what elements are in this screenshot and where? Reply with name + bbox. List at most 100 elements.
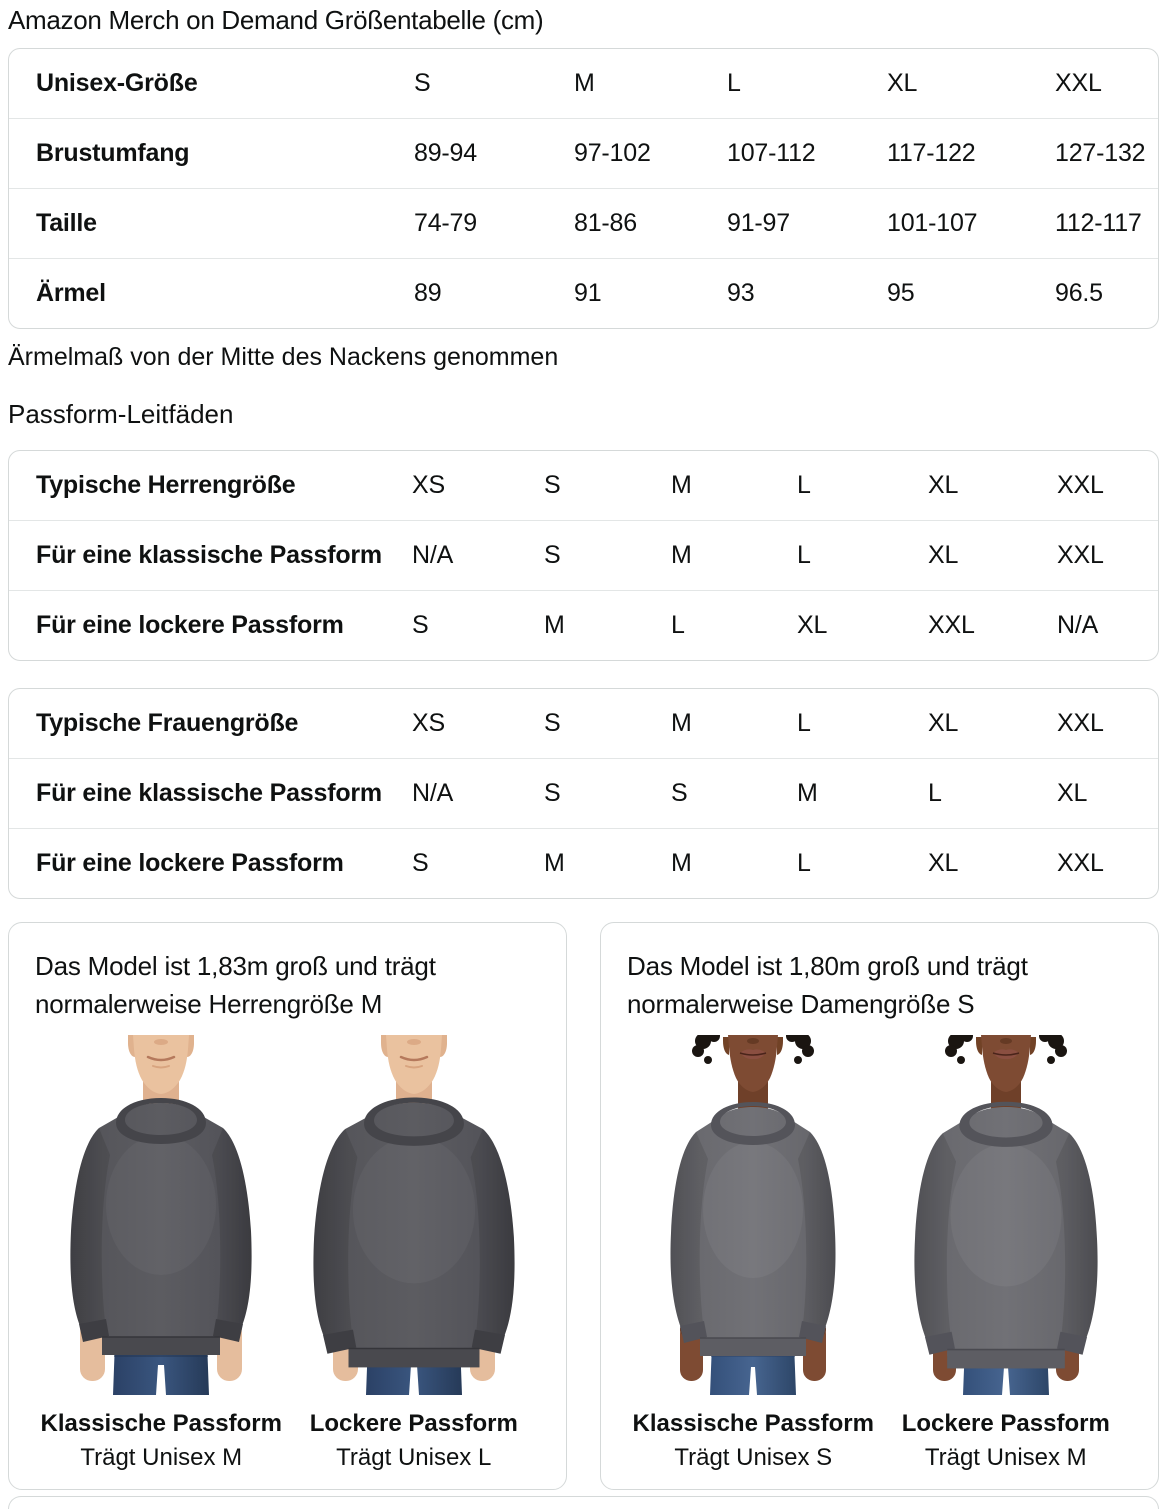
size-value: 96.5 — [1055, 258, 1158, 328]
table-row: Für eine lockere Passform S M L XL XXL N… — [9, 590, 1158, 660]
fit-label: Lockere Passform — [901, 1410, 1110, 1437]
row-label: Brustumfang — [9, 118, 414, 189]
size-value: L — [797, 709, 811, 737]
size-value: XL — [928, 520, 1057, 591]
size-value: XXL — [1057, 828, 1158, 898]
model-description: Das Model ist 1,80m groß und trägt norma… — [627, 951, 1028, 1019]
size-value: XL — [797, 590, 928, 660]
size-value: 91-97 — [727, 188, 887, 259]
size-value: XXL — [928, 590, 1057, 660]
size-value: M — [671, 709, 692, 737]
row-label: Typische Frauengröße — [36, 709, 299, 737]
size-value: M — [574, 69, 595, 97]
size-value: S — [412, 828, 544, 898]
size-value: 81-86 — [574, 188, 727, 259]
size-value: M — [544, 590, 671, 660]
figure-men-classic: Klassische Passform Trägt Unisex M — [35, 1035, 288, 1475]
size-value: S — [544, 471, 561, 499]
row-label: Typische Herrengröße — [36, 471, 296, 499]
size-value: XL — [928, 828, 1057, 898]
table-row: Für eine klassische Passform N/A S M L X… — [9, 520, 1158, 591]
row-label: Taille — [9, 188, 414, 259]
figure-women-classic: Klassische Passform Trägt Unisex S — [627, 1035, 880, 1475]
size-value: XS — [412, 709, 445, 737]
size-value: XL — [887, 69, 918, 97]
worn-size-label: Trägt Unisex L — [336, 1444, 492, 1471]
size-value: S — [544, 709, 561, 737]
size-value: M — [671, 520, 797, 591]
size-value: 97-102 — [574, 118, 727, 189]
size-value: XXL — [1057, 520, 1158, 591]
row-label: Für eine lockere Passform — [9, 828, 412, 898]
table-row: Typische Frauengröße XS S M L XL XXL — [9, 689, 1158, 759]
table-row: Typische Herrengröße XS S M L XL XXL — [9, 451, 1158, 521]
figure-women-loose: Lockere Passform Trägt Unisex M — [880, 1035, 1133, 1475]
table-row: Unisex-Größe S M L XL XXL — [9, 49, 1158, 119]
size-value: N/A — [1057, 590, 1158, 660]
fit-guide-table-women: Typische Frauengröße XS S M L XL XXL Für… — [8, 688, 1159, 899]
worn-size-label: Trägt Unisex M — [924, 1444, 1087, 1471]
size-value: 117-122 — [887, 118, 1055, 189]
table-row: Für eine klassische Passform N/A S S M L… — [9, 758, 1158, 829]
model-description: Das Model ist 1,83m groß und trägt norma… — [35, 951, 436, 1019]
size-value: L — [797, 828, 928, 898]
row-label: Für eine klassische Passform — [9, 758, 412, 829]
row-label: Ärmel — [9, 258, 414, 328]
size-value: 93 — [727, 258, 887, 328]
table-row: Für eine lockere Passform S M M L XL XXL — [9, 828, 1158, 898]
size-value: XXL — [1057, 471, 1104, 499]
size-value: N/A — [412, 520, 544, 591]
size-value: XXL — [1057, 709, 1104, 737]
size-value: S — [544, 758, 671, 829]
size-value: 89 — [414, 258, 574, 328]
model-photo-men-loose — [289, 1035, 539, 1395]
model-card-men: Das Model ist 1,83m groß und trägt norma… — [8, 922, 567, 1490]
fit-label: Klassische Passform — [632, 1410, 874, 1437]
size-value: M — [671, 471, 692, 499]
size-value: XL — [928, 709, 959, 737]
row-label: Unisex-Größe — [36, 69, 198, 97]
fit-guide-table-men: Typische Herrengröße XS S M L XL XXL Für… — [8, 450, 1159, 661]
size-value: 74-79 — [414, 188, 574, 259]
row-label: Für eine klassische Passform — [9, 520, 412, 591]
figure-men-loose: Lockere Passform Trägt Unisex L — [288, 1035, 541, 1475]
size-value: 101-107 — [887, 188, 1055, 259]
model-photo-women-loose — [881, 1035, 1131, 1395]
size-value: L — [928, 758, 1057, 829]
table-row: Ärmel 89 91 93 95 96.5 — [9, 258, 1158, 328]
size-value: S — [544, 520, 671, 591]
fit-label: Lockere Passform — [309, 1410, 518, 1437]
model-card-women: Das Model ist 1,80m groß und trägt norma… — [600, 922, 1159, 1490]
size-value: M — [671, 828, 797, 898]
size-value: XL — [1057, 758, 1158, 829]
size-value: 127-132 — [1055, 118, 1158, 189]
size-value: L — [671, 590, 797, 660]
size-value: XL — [928, 471, 959, 499]
sleeve-measure-note: Ärmelmaß von der Mitte des Nackens genom… — [8, 343, 559, 371]
fit-section-title: Passform-Leitfäden — [8, 399, 234, 429]
size-value: M — [797, 758, 928, 829]
size-value: 107-112 — [727, 118, 887, 189]
size-value: 112-117 — [1055, 188, 1158, 259]
size-value: XS — [412, 471, 445, 499]
size-value: S — [671, 758, 797, 829]
worn-size-label: Trägt Unisex M — [80, 1444, 243, 1471]
size-value: S — [412, 590, 544, 660]
size-value: M — [544, 828, 671, 898]
size-value: L — [797, 520, 928, 591]
table-row: Brustumfang 89-94 97-102 107-112 117-122… — [9, 118, 1158, 189]
size-value: 91 — [574, 258, 727, 328]
size-value: S — [414, 69, 431, 97]
model-photo-women-classic — [628, 1035, 878, 1395]
size-chart-table: Unisex-Größe S M L XL XXL Brustumfang 89… — [8, 48, 1159, 329]
size-value: 89-94 — [414, 118, 574, 189]
page-title: Amazon Merch on Demand Größentabelle (cm… — [8, 5, 544, 35]
size-value: N/A — [412, 758, 544, 829]
size-value: 95 — [887, 258, 1055, 328]
size-value: XXL — [1055, 69, 1102, 97]
size-value: L — [797, 471, 811, 499]
next-section-peek — [8, 1496, 1159, 1509]
model-photo-men-classic — [36, 1035, 286, 1395]
worn-size-label: Trägt Unisex S — [674, 1444, 833, 1471]
